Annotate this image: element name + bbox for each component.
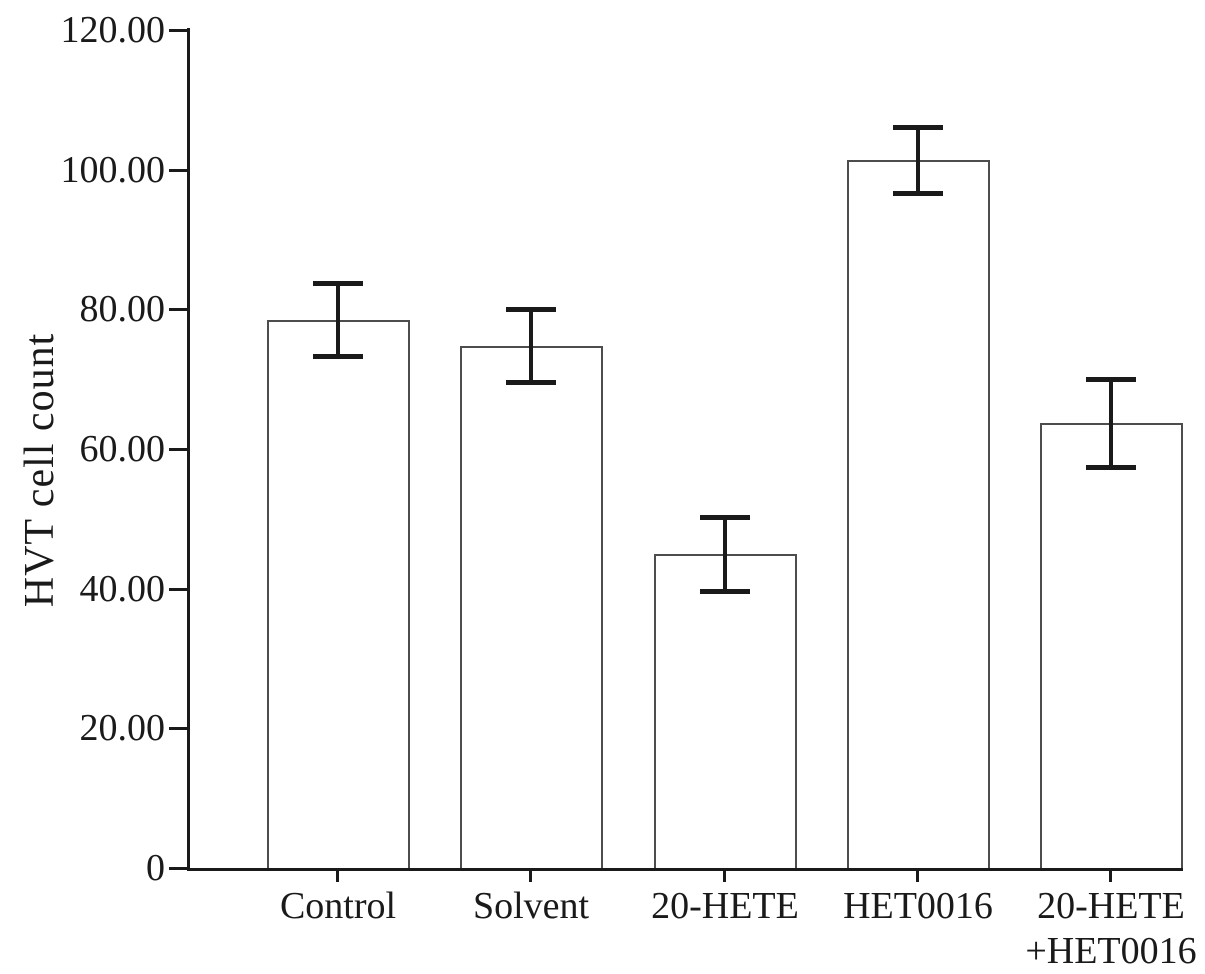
y-tick-mark (169, 29, 187, 32)
error-bar-cap-bottom (506, 380, 556, 385)
y-tick-label: 0 (146, 847, 165, 889)
x-category-label: Control (279, 885, 397, 927)
x-category-label: HET0016 (843, 885, 993, 927)
error-bar-cap-top (506, 307, 556, 312)
bar (1040, 423, 1183, 868)
x-tick-mark (529, 871, 532, 882)
bar (847, 160, 990, 868)
bar (267, 320, 410, 868)
y-tick-mark (169, 727, 187, 730)
error-bar-cap-bottom (313, 354, 363, 359)
error-bar-stem (529, 309, 533, 382)
error-bar-stem (336, 283, 340, 356)
x-tick-mark (1109, 871, 1112, 882)
x-tick-mark (916, 871, 919, 882)
y-tick-mark (169, 308, 187, 311)
y-tick-label: 120.00 (60, 9, 166, 51)
y-tick-label: 80.00 (79, 288, 166, 330)
y-tick-mark (169, 448, 187, 451)
x-category-label: 20-HETE +HET0016 (1025, 885, 1197, 972)
error-bar-stem (723, 517, 727, 591)
error-bar-stem (1109, 379, 1113, 467)
x-axis-line (187, 868, 1183, 871)
x-category-label: 20-HETE (651, 885, 799, 927)
error-bar-stem (916, 127, 920, 193)
y-axis-line (187, 28, 190, 871)
error-bar-cap-bottom (700, 589, 750, 594)
error-bar-cap-top (893, 125, 943, 130)
y-tick-label: 100.00 (60, 149, 166, 191)
y-tick-mark (169, 867, 187, 870)
y-tick-mark (169, 588, 187, 591)
x-tick-mark (723, 871, 726, 882)
bar (654, 554, 797, 868)
bar (460, 346, 603, 868)
error-bar-cap-top (700, 515, 750, 520)
y-tick-mark (169, 169, 187, 172)
y-tick-label: 60.00 (79, 428, 166, 470)
error-bar-cap-bottom (1086, 465, 1136, 470)
error-bar-cap-top (1086, 377, 1136, 382)
x-tick-mark (336, 871, 339, 882)
error-bar-cap-bottom (893, 191, 943, 196)
y-tick-label: 20.00 (79, 707, 166, 749)
error-bar-cap-top (313, 281, 363, 286)
x-category-label: Solvent (472, 885, 590, 927)
y-tick-label: 40.00 (79, 568, 166, 610)
